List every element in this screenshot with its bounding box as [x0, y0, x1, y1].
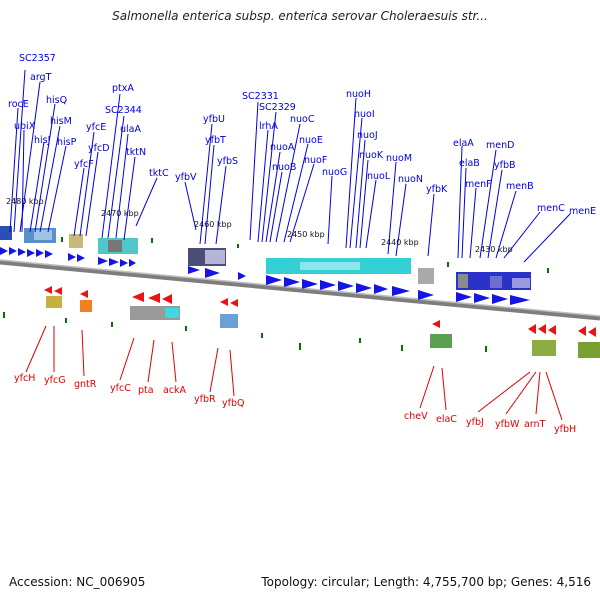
gene-label: elaB: [459, 158, 480, 169]
gene-label: nuoI: [354, 109, 375, 120]
gene-label: menF: [465, 179, 492, 190]
gene-label: yfcD: [88, 143, 110, 154]
genome-backbone-highlight: [0, 259, 600, 317]
gene-label: nuoL: [367, 171, 391, 182]
gene-label: yfbS: [217, 156, 238, 167]
gene-label: yfbV: [175, 172, 197, 183]
gene-label: yfbU: [203, 114, 225, 125]
gene-label: nuoA: [270, 142, 295, 153]
gene-label: yfbQ: [222, 398, 244, 409]
gene-label: nuoE: [299, 135, 323, 146]
accession-label: Accession: NC_006905: [9, 575, 146, 589]
gene-label: ulaA: [120, 124, 141, 135]
feature-boxes-top: [0, 226, 531, 290]
gene-label: cheV: [404, 411, 428, 422]
gene-label: nuoH: [346, 89, 371, 100]
gene-label: yfbR: [194, 394, 216, 405]
gene-label: menE: [569, 206, 596, 217]
gene-label: menB: [506, 181, 534, 192]
reverse-leaders: [25, 325, 563, 421]
gene-label: SC2344: [105, 105, 142, 116]
gene-label: SC2331: [242, 91, 279, 102]
gene-label: ubiX: [14, 121, 36, 132]
gene-label: nuoJ: [357, 130, 378, 141]
gene-label: menC: [537, 203, 565, 214]
gene-label: ptxA: [112, 83, 134, 94]
gene-label: yfbT: [205, 135, 226, 146]
scale-label-2470: 2470 kbp: [101, 209, 139, 218]
gene-label: yfbB: [494, 160, 516, 171]
scale-label-2460: 2460 kbp: [194, 220, 232, 229]
forward-leaders: [9, 69, 571, 263]
gene-label: yfcE: [86, 122, 106, 133]
gene-label: yfbH: [554, 424, 576, 435]
gene-label: nuoC: [290, 114, 315, 125]
scale-label-2440: 2440 kbp: [381, 238, 419, 247]
gene-label: nuoF: [304, 155, 327, 166]
gene-label: yfcG: [44, 375, 66, 386]
gene-label: nuoB: [272, 162, 296, 173]
gene-label: gntR: [74, 379, 97, 390]
gene-label: hisJ: [34, 135, 50, 146]
gene-label: yfcC: [110, 383, 131, 394]
gene-label: nuoK: [359, 150, 384, 161]
feature-boxes-bottom: [46, 296, 600, 358]
genome-title: Salmonella enterica subsp. enterica sero…: [112, 9, 488, 23]
reverse-gene-labels: yfcH yfcG gntR yfcC pta ackA yfbR yfbQ c…: [14, 373, 576, 435]
gene-label: pta: [138, 385, 154, 396]
gene-label: hisM: [50, 116, 72, 127]
gene-label: nuoM: [386, 153, 412, 164]
gene-label: yfcH: [14, 373, 35, 384]
gene-label: rocE: [8, 99, 29, 110]
gene-label: yfcF: [74, 159, 94, 170]
gene-label: elaA: [453, 138, 474, 149]
gene-label: ackA: [163, 385, 187, 396]
gene-label: yfbJ: [466, 417, 484, 428]
genome-backbone: [0, 259, 600, 321]
scale-label-2430: 2430 kbp: [475, 245, 513, 254]
scale-label-2450: 2450 kbp: [287, 230, 325, 239]
gene-label: yfbK: [426, 184, 448, 195]
gene-label: elaC: [436, 414, 457, 425]
gene-label: yfbW: [495, 419, 520, 430]
gene-label: arnT: [524, 419, 546, 430]
gene-label: tktC: [149, 168, 169, 179]
gene-label: tktN: [126, 147, 146, 158]
gene-label: lrhA: [259, 121, 278, 132]
gene-label: hisP: [57, 137, 77, 148]
gene-label: nuoN: [398, 174, 423, 185]
ticks: [3, 237, 549, 352]
gene-label: nuoG: [322, 167, 347, 178]
forward-gene-labels: SC2357 argT rocE ubiX hisJ hisQ hisM his…: [8, 53, 596, 217]
gene-label: menD: [486, 140, 514, 151]
reverse-arrows: [44, 286, 596, 337]
forward-arrows: [0, 247, 530, 305]
scale-label-2480: 2480 kbp: [6, 197, 44, 206]
gene-label: argT: [30, 72, 52, 83]
gene-label: hisQ: [46, 95, 67, 106]
genome-summary: Topology: circular; Length: 4,755,700 bp…: [261, 575, 591, 589]
gene-label: SC2329: [259, 102, 296, 113]
gene-label: SC2357: [19, 53, 56, 64]
